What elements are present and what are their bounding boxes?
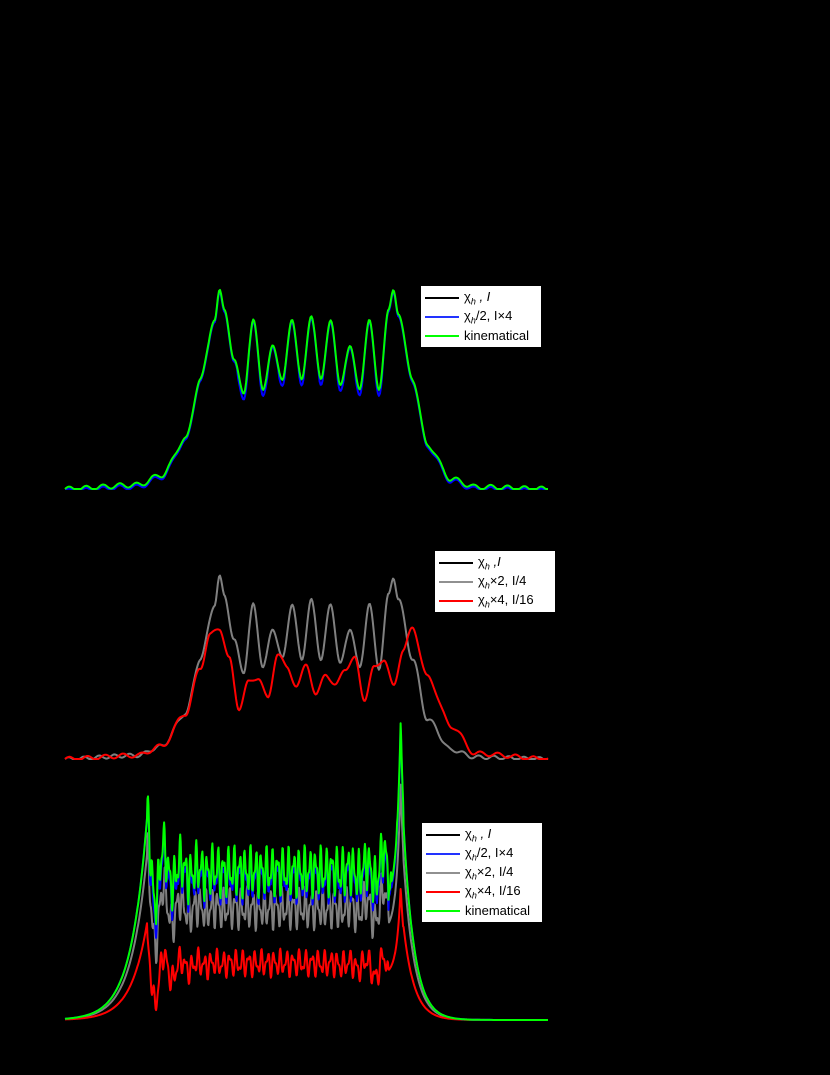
panel-middle-plot (64, 574, 549, 760)
legend-entry: χh×2, I/4 (426, 863, 538, 882)
legend-label: kinematical (464, 328, 530, 343)
legend-label: χh×2, I/4 (465, 863, 514, 882)
legend-bottom: χh , I χh/2, I×4 χh×2, I/4 χh×4, I/16 ki… (421, 822, 543, 923)
legend-swatch (426, 833, 460, 836)
legend-entry: kinematical (426, 901, 538, 920)
legend-label: χh×4, I/16 (478, 591, 534, 610)
legend-label: χh×2, I/4 (478, 572, 527, 591)
legend-entry: χh/2, I×4 (425, 307, 537, 326)
panel-top-plot (64, 288, 548, 490)
legend-label: χh ,I (478, 553, 501, 572)
legend-swatch (426, 852, 460, 855)
legend-swatch (425, 315, 459, 318)
legend-entry: χh , I (425, 288, 537, 307)
legend-entry: χh ,I (439, 553, 551, 572)
legend-swatch (426, 909, 460, 912)
legend-label: kinematical (465, 903, 531, 918)
legend-swatch (426, 871, 460, 874)
legend-label: χh/2, I×4 (465, 844, 514, 863)
legend-swatch (425, 296, 459, 299)
legend-label: χh , I (465, 825, 492, 844)
legend-entry: χh×4, I/16 (439, 591, 551, 610)
legend-middle: χh ,I χh×2, I/4 χh×4, I/16 (434, 550, 556, 613)
panel-bottom-plot (64, 722, 549, 1021)
legend-swatch (439, 561, 473, 564)
legend-entry: χh/2, I×4 (426, 844, 538, 863)
legend-label: χh , I (464, 288, 491, 307)
legend-swatch (426, 890, 460, 893)
legend-entry: χh×2, I/4 (439, 572, 551, 591)
legend-swatch (439, 580, 473, 583)
legend-label: χh×4, I/16 (465, 882, 521, 901)
legend-swatch (425, 334, 459, 337)
legend-top: χh , I χh/2, I×4 kinematical (420, 285, 542, 348)
legend-entry: χh×4, I/16 (426, 882, 538, 901)
legend-entry: kinematical (425, 326, 537, 345)
legend-entry: χh , I (426, 825, 538, 844)
legend-label: χh/2, I×4 (464, 307, 513, 326)
legend-swatch (439, 599, 473, 602)
